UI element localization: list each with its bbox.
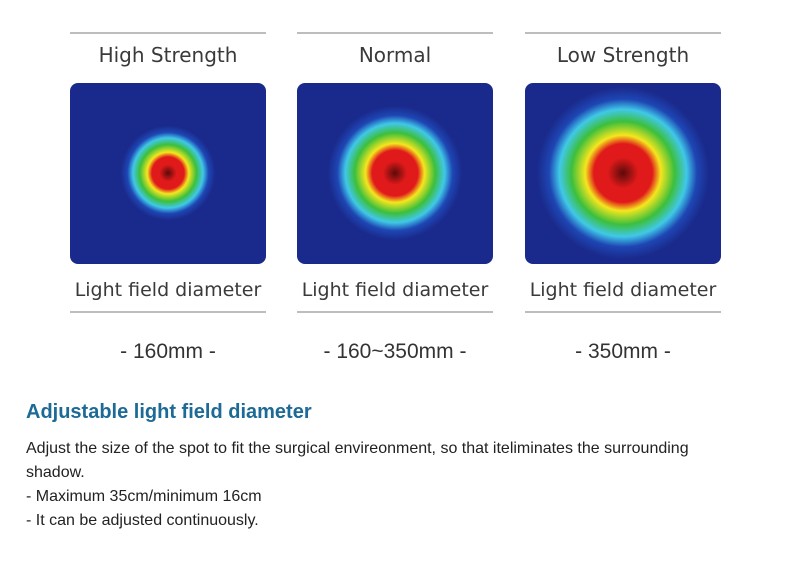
panel-top-divider: [297, 32, 493, 34]
light-spot: [327, 105, 463, 241]
field-diameter-label: Light field diameter: [74, 279, 262, 301]
panel-top-divider: [70, 32, 266, 34]
heatmap-svg: [297, 83, 493, 264]
panel-top-divider: [525, 32, 721, 34]
light-spot: [120, 125, 216, 221]
heatmap-svg: [525, 83, 721, 264]
description-paragraph: Adjust the size of the spot to fit the s…: [26, 440, 689, 481]
panel-normal: Normal Light field diameter - 160~350mm …: [297, 0, 493, 380]
diameter-value: - 160~350mm -: [323, 340, 467, 363]
diameter-value: - 350mm -: [575, 340, 671, 363]
panel-high-strength: High Strength Light field diameter - 160…: [70, 0, 266, 380]
mode-label: Normal: [358, 43, 432, 67]
description-bullet: - It can be adjusted continuously.: [26, 512, 259, 529]
panel-bottom-divider: [297, 311, 493, 313]
mode-label: High Strength: [98, 43, 238, 67]
diameter-value: - 160mm -: [120, 340, 216, 363]
heatmap-spot-low-strength: [525, 83, 721, 264]
section-title: Adjustable light field diameter: [26, 401, 312, 423]
section-description: Adjust the size of the spot to fit the s…: [26, 437, 746, 533]
field-diameter-label: Light field diameter: [529, 279, 717, 301]
panel-bottom-divider: [70, 311, 266, 313]
heatmap-svg: [70, 83, 266, 264]
light-spot: [537, 87, 709, 259]
panel-bottom-divider: [525, 311, 721, 313]
field-diameter-label: Light field diameter: [301, 279, 489, 301]
description-bullet: - Maximum 35cm/minimum 16cm: [26, 488, 262, 505]
heatmap-spot-high-strength: [70, 83, 266, 264]
heatmap-spot-normal: [297, 83, 493, 264]
mode-label: Low Strength: [556, 43, 690, 67]
panel-low-strength: Low Strength Light field diameter - 350m…: [525, 0, 721, 380]
